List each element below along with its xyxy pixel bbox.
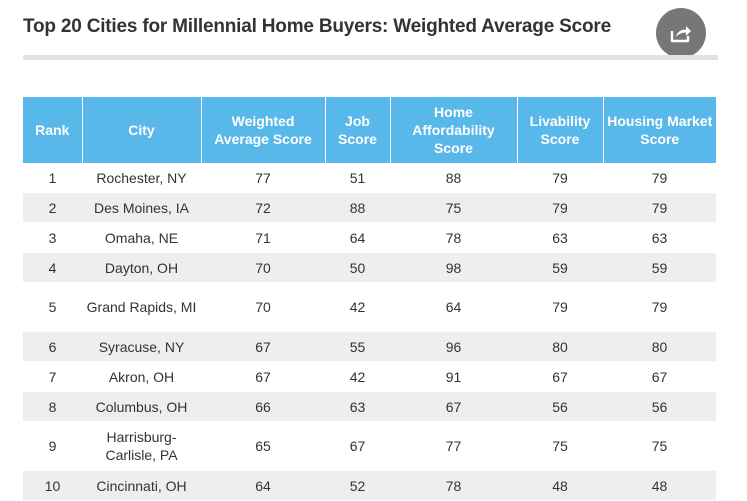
table-row: 10 Cincinnati, OH 64 52 78 48 48 xyxy=(23,470,716,501)
page-title: Top 20 Cities for Millennial Home Buyers… xyxy=(23,16,611,37)
cell-weighted-average-score: 65 xyxy=(201,421,325,471)
column-header-weighted-average-score: Weighted Average Score xyxy=(201,97,326,163)
column-header-job-score: Job Score xyxy=(325,97,391,163)
cell-housing-market-score: 79 xyxy=(603,282,716,332)
cell-city: Rochester, NY xyxy=(82,163,201,193)
cell-rank: 2 xyxy=(23,192,82,223)
cell-rank: 4 xyxy=(23,252,82,283)
cell-city: Harrisburg-Carlisle, PA xyxy=(82,421,201,471)
cell-rank: 3 xyxy=(23,222,82,253)
cell-livability-score: 79 xyxy=(517,163,603,193)
cell-job-score: 52 xyxy=(325,470,390,501)
cell-job-score: 64 xyxy=(325,222,390,253)
cell-housing-market-score: 59 xyxy=(603,252,716,283)
cell-rank: 1 xyxy=(23,163,82,193)
table-row: 7 Akron, OH 67 42 91 67 67 xyxy=(23,361,716,392)
cell-city: Dayton, OH xyxy=(82,252,201,283)
cell-city: Grand Rapids, MI xyxy=(82,282,201,332)
cell-livability-score: 75 xyxy=(517,421,603,471)
cell-rank: 9 xyxy=(23,421,82,471)
cell-home-affordability-score: 64 xyxy=(390,282,517,332)
column-header-rank: Rank xyxy=(23,97,83,163)
table-row: 3 Omaha, NE 71 64 78 63 63 xyxy=(23,222,716,253)
cell-housing-market-score: 56 xyxy=(603,391,716,422)
cell-job-score: 51 xyxy=(325,163,390,193)
column-header-livability-score: Livability Score xyxy=(517,97,604,163)
table-row: 8 Columbus, OH 66 63 67 56 56 xyxy=(23,391,716,422)
cell-job-score: 55 xyxy=(325,331,390,362)
share-icon xyxy=(670,26,691,43)
cell-weighted-average-score: 77 xyxy=(201,163,325,193)
cell-housing-market-score: 67 xyxy=(603,361,716,392)
cell-weighted-average-score: 70 xyxy=(201,252,325,283)
scores-table: Rank City Weighted Average Score Job Score H… xyxy=(23,97,716,501)
table-row: 6 Syracuse, NY 67 55 96 80 80 xyxy=(23,331,716,362)
table-row: 9 Harrisburg-Carlisle, PA 65 67 77 75 75 xyxy=(23,421,716,471)
table-row: 5 Grand Rapids, MI 70 42 64 79 79 xyxy=(23,282,716,332)
cell-rank: 5 xyxy=(23,282,82,332)
cell-housing-market-score: 79 xyxy=(603,163,716,193)
cell-job-score: 50 xyxy=(325,252,390,283)
cell-livability-score: 48 xyxy=(517,470,603,501)
cell-home-affordability-score: 78 xyxy=(390,470,517,501)
cell-livability-score: 67 xyxy=(517,361,603,392)
cell-city: Columbus, OH xyxy=(82,391,201,422)
cell-rank: 7 xyxy=(23,361,82,392)
table-body: 1 Rochester, NY 77 51 88 79 79 2 Des Moines, IA 7… xyxy=(23,163,716,501)
cell-home-affordability-score: 96 xyxy=(390,331,517,362)
cell-housing-market-score: 63 xyxy=(603,222,716,253)
cell-home-affordability-score: 78 xyxy=(390,222,517,253)
title-divider xyxy=(23,55,718,60)
column-header-home-affordability-score: Home Affordability Score xyxy=(390,97,518,163)
cell-job-score: 42 xyxy=(325,361,390,392)
cell-home-affordability-score: 91 xyxy=(390,361,517,392)
cell-weighted-average-score: 64 xyxy=(201,470,325,501)
cell-home-affordability-score: 67 xyxy=(390,391,517,422)
cell-livability-score: 79 xyxy=(517,192,603,223)
cell-home-affordability-score: 77 xyxy=(390,421,517,471)
cell-housing-market-score: 80 xyxy=(603,331,716,362)
cell-rank: 8 xyxy=(23,391,82,422)
cell-rank: 10 xyxy=(23,470,82,501)
table-row: 1 Rochester, NY 77 51 88 79 79 xyxy=(23,163,716,193)
table-row: 4 Dayton, OH 70 50 98 59 59 xyxy=(23,252,716,283)
cell-livability-score: 59 xyxy=(517,252,603,283)
cell-city: Omaha, NE xyxy=(82,222,201,253)
cell-livability-score: 56 xyxy=(517,391,603,422)
table-header-row: Rank City Weighted Average Score Job Score H… xyxy=(23,97,716,163)
cell-rank: 6 xyxy=(23,331,82,362)
cell-weighted-average-score: 70 xyxy=(201,282,325,332)
cell-housing-market-score: 48 xyxy=(603,470,716,501)
cell-job-score: 42 xyxy=(325,282,390,332)
share-button[interactable] xyxy=(656,8,706,58)
cell-city: Cincinnati, OH xyxy=(82,470,201,501)
table-row: 2 Des Moines, IA 72 88 75 79 79 xyxy=(23,192,716,223)
cell-weighted-average-score: 67 xyxy=(201,361,325,392)
cell-job-score: 88 xyxy=(325,192,390,223)
cell-livability-score: 80 xyxy=(517,331,603,362)
cell-home-affordability-score: 98 xyxy=(390,252,517,283)
cell-livability-score: 63 xyxy=(517,222,603,253)
cell-livability-score: 79 xyxy=(517,282,603,332)
cell-job-score: 67 xyxy=(325,421,390,471)
cell-housing-market-score: 79 xyxy=(603,192,716,223)
cell-job-score: 63 xyxy=(325,391,390,422)
cell-weighted-average-score: 67 xyxy=(201,331,325,362)
column-header-city: City xyxy=(82,97,202,163)
column-header-housing-market-score: Housing Market Score xyxy=(603,97,716,163)
cell-home-affordability-score: 88 xyxy=(390,163,517,193)
cell-weighted-average-score: 72 xyxy=(201,192,325,223)
cell-city: Syracuse, NY xyxy=(82,331,201,362)
cell-home-affordability-score: 75 xyxy=(390,192,517,223)
cell-weighted-average-score: 71 xyxy=(201,222,325,253)
cell-city: Akron, OH xyxy=(82,361,201,392)
cell-weighted-average-score: 66 xyxy=(201,391,325,422)
cell-city: Des Moines, IA xyxy=(82,192,201,223)
cell-housing-market-score: 75 xyxy=(603,421,716,471)
